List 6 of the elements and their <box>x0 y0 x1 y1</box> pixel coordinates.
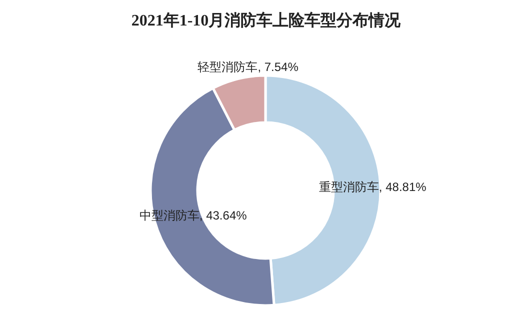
chart-title: 2021年1-10月消防车上险车型分布情况 <box>131 12 402 30</box>
slice-label: 轻型消防车 <box>198 60 258 74</box>
data-label: , 43.64% <box>199 208 248 222</box>
data-label: , 7.54% <box>258 60 299 74</box>
slice-label: 重型消防车 <box>318 180 379 194</box>
data-label: , 48.81% <box>378 180 427 194</box>
